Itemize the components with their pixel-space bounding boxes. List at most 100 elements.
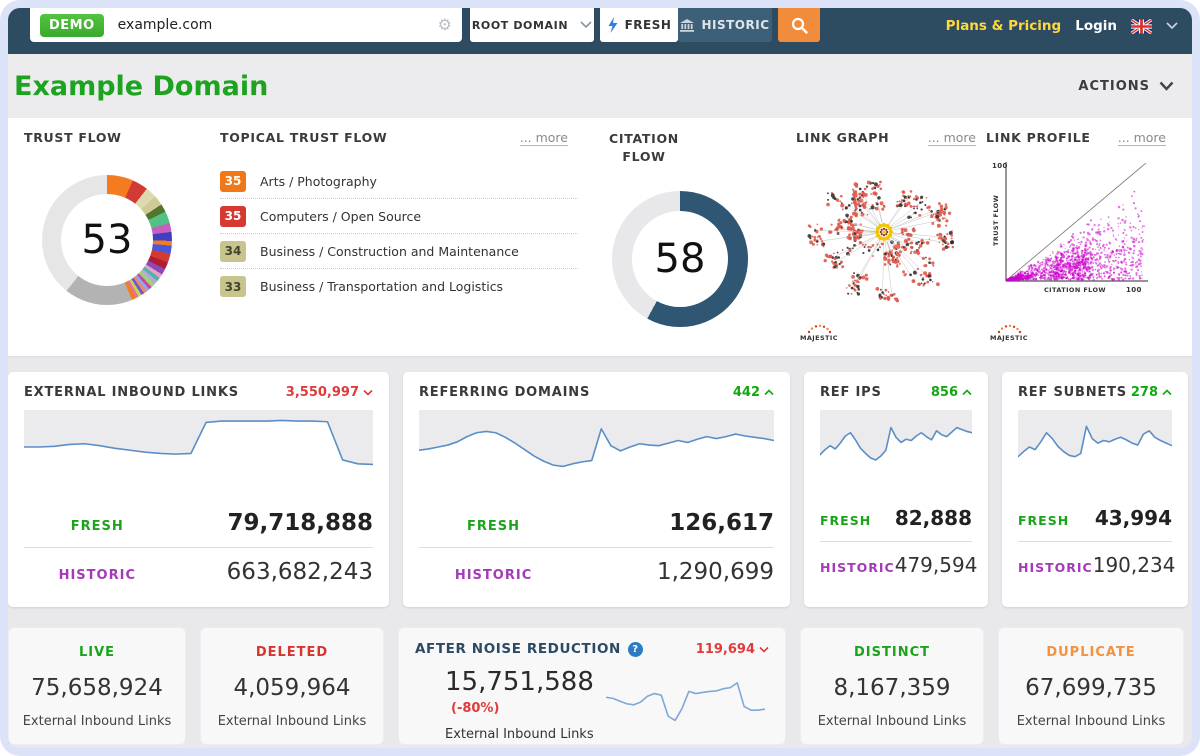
card-title: EXTERNAL INBOUND LINKS bbox=[24, 385, 239, 400]
plans-pricing-link[interactable]: Plans & Pricing bbox=[945, 18, 1062, 34]
chevron-down-icon bbox=[1159, 81, 1174, 91]
anr-percent: (-80%) bbox=[451, 701, 500, 716]
deleted-card: DELETED 4,059,964 External Inbound Links bbox=[200, 627, 384, 745]
svg-text:100: 100 bbox=[992, 162, 1008, 170]
bank-icon bbox=[680, 18, 695, 32]
topic-label: Business / Transportation and Logistics bbox=[260, 279, 504, 294]
trust-flow-value: 53 bbox=[81, 217, 133, 263]
topical-trust-flow-list: 35 Arts / Photography 35 Computers / Open S… bbox=[220, 164, 578, 304]
actions-menu[interactable]: ACTIONS bbox=[1078, 79, 1174, 94]
top-bar: DEMO ⚙ ROOT DOMAIN FRESH HISTORIC bbox=[8, 8, 1192, 54]
historic-row: HISTORIC 1,290,699 bbox=[454, 559, 774, 585]
uk-flag-icon[interactable] bbox=[1131, 18, 1152, 34]
citation-flow-block: CITATION FLOW 58 bbox=[584, 130, 796, 346]
demo-badge: DEMO bbox=[40, 13, 104, 37]
majestic-logo: MAJESTIC bbox=[800, 324, 838, 342]
ref-subnets-sparkline bbox=[1018, 410, 1172, 484]
domain-input[interactable] bbox=[117, 17, 438, 33]
distinct-card: DISTINCT 8,167,359 External Inbound Link… bbox=[800, 627, 984, 745]
external-inbound-links-sparkline bbox=[24, 410, 373, 484]
summary-cards-row: LIVE 75,658,924 External Inbound Links D… bbox=[8, 627, 1192, 745]
link-profile-title: LINK PROFILE bbox=[986, 130, 1091, 145]
tab-historic-label: HISTORIC bbox=[701, 18, 770, 32]
anr-title: AFTER NOISE REDUCTION ? bbox=[415, 641, 643, 657]
link-graph-more-link[interactable]: ... more bbox=[927, 130, 976, 146]
duplicate-card: DUPLICATE 67,699,735 External Inbound Li… bbox=[998, 627, 1184, 745]
chevron-down-icon bbox=[580, 21, 592, 29]
duplicate-value: 67,699,735 bbox=[1025, 675, 1157, 701]
historic-row: HISTORIC 190,234 bbox=[1018, 553, 1176, 577]
topical-trust-flow-item[interactable]: 33 Business / Transportation and Logistic… bbox=[220, 269, 578, 304]
deleted-title: DELETED bbox=[255, 645, 329, 660]
distinct-value: 8,167,359 bbox=[833, 675, 951, 701]
gear-icon[interactable]: ⚙ bbox=[437, 15, 452, 34]
root-domain-select[interactable]: ROOT DOMAIN bbox=[470, 8, 594, 42]
chevron-down-icon bbox=[363, 389, 373, 396]
fresh-row: FRESH 82,888 bbox=[820, 506, 972, 530]
topical-more-link[interactable]: ... more bbox=[519, 130, 568, 146]
ref-subnets-card: REF SUBNETS 278 FRESH 43,994 HISTORIC 190,… bbox=[1002, 372, 1188, 607]
domain-search-box[interactable]: DEMO ⚙ bbox=[30, 8, 462, 42]
chevron-up-icon bbox=[764, 389, 774, 396]
topical-trust-flow-item[interactable]: 35 Arts / Photography bbox=[220, 164, 578, 199]
delta-indicator[interactable]: 278 bbox=[1131, 385, 1172, 400]
top-right-nav: Plans & Pricing Login bbox=[946, 8, 1178, 44]
link-profile-scatter: 100 TRUST FLOW CITATION FLOW 100 bbox=[992, 162, 1148, 294]
actions-label: ACTIONS bbox=[1078, 78, 1150, 94]
root-domain-label: ROOT DOMAIN bbox=[471, 18, 569, 32]
tab-historic[interactable]: HISTORIC bbox=[678, 8, 772, 42]
metric-cards-row: EXTERNAL INBOUND LINKS 3,550,997 FRESH 79… bbox=[8, 372, 1192, 607]
citation-flow-donut: 58 bbox=[612, 191, 748, 327]
link-graph-block: LINK GRAPH ... more MAJESTIC bbox=[796, 130, 986, 346]
search-button[interactable] bbox=[778, 8, 820, 42]
majestic-logo: MAJESTIC bbox=[990, 324, 1028, 342]
fresh-row: FRESH 43,994 bbox=[1018, 506, 1172, 530]
delta-indicator[interactable]: 3,550,997 bbox=[286, 385, 373, 400]
card-title: REF SUBNETS bbox=[1018, 385, 1127, 400]
app-container: DEMO ⚙ ROOT DOMAIN FRESH HISTORIC bbox=[8, 8, 1192, 748]
delta-indicator[interactable]: 442 bbox=[733, 385, 774, 400]
deleted-caption: External Inbound Links bbox=[217, 714, 367, 729]
topical-trust-flow-item[interactable]: 34 Business / Construction and Maintenanc… bbox=[220, 234, 578, 269]
after-noise-reduction-card: AFTER NOISE REDUCTION ? 119,694 15,751,5… bbox=[398, 627, 786, 745]
live-value: 75,658,924 bbox=[31, 675, 163, 701]
topic-label: Arts / Photography bbox=[260, 173, 377, 189]
page-title: Example Domain bbox=[14, 70, 269, 102]
citation-flow-title: CITATION FLOW bbox=[609, 131, 679, 164]
topical-trust-flow-title: TOPICAL TRUST FLOW bbox=[220, 130, 388, 145]
svg-text:CITATION FLOW: CITATION FLOW bbox=[1044, 286, 1106, 294]
topic-score-badge: 33 bbox=[220, 276, 246, 297]
live-caption: External Inbound Links bbox=[22, 714, 172, 729]
live-title: LIVE bbox=[78, 645, 116, 660]
topic-label: Business / Construction and Maintenance bbox=[260, 243, 519, 259]
topic-score-badge: 35 bbox=[220, 170, 246, 192]
search-icon bbox=[791, 17, 808, 34]
topic-score-badge: 35 bbox=[220, 205, 246, 227]
help-icon[interactable]: ? bbox=[627, 641, 643, 657]
distinct-title: DISTINCT bbox=[854, 645, 930, 660]
ref-ips-card: REF IPS 856 FRESH 82,888 HISTORIC 479,594 bbox=[804, 372, 988, 607]
topic-label: Computers / Open Source bbox=[260, 208, 422, 224]
referring-domains-card: REFERRING DOMAINS 442 FRESH 126,617 HISTO… bbox=[403, 372, 790, 607]
chevron-down-icon bbox=[759, 646, 769, 653]
language-chevron-icon[interactable] bbox=[1166, 22, 1178, 30]
trust-flow-title: TRUST FLOW bbox=[24, 130, 122, 145]
majestic-logo-arc bbox=[807, 324, 832, 334]
topical-trust-flow-block: TOPICAL TRUST FLOW ... more 35 Arts / Pho… bbox=[220, 130, 584, 346]
duplicate-caption: External Inbound Links bbox=[1016, 714, 1166, 729]
tab-fresh[interactable]: FRESH bbox=[600, 8, 678, 42]
historic-row: HISTORIC 663,682,243 bbox=[58, 559, 373, 585]
topical-trust-flow-item[interactable]: 35 Computers / Open Source bbox=[220, 199, 578, 234]
chevron-up-icon bbox=[962, 389, 972, 396]
page-header: Example Domain ACTIONS bbox=[8, 54, 1192, 118]
fresh-row: FRESH 79,718,888 bbox=[70, 510, 373, 536]
delta-indicator[interactable]: 119,694 bbox=[696, 642, 769, 657]
flow-metrics-panel: TRUST FLOW 53 TOPICAL TRUST FLOW ... mor… bbox=[8, 118, 1192, 356]
delta-indicator[interactable]: 856 bbox=[931, 385, 972, 400]
historic-row: HISTORIC 479,594 bbox=[820, 553, 978, 577]
deleted-value: 4,059,964 bbox=[233, 675, 351, 701]
login-link[interactable]: Login bbox=[1075, 18, 1117, 34]
link-profile-more-link[interactable]: ... more bbox=[1117, 130, 1166, 146]
live-card: LIVE 75,658,924 External Inbound Links bbox=[8, 627, 186, 745]
